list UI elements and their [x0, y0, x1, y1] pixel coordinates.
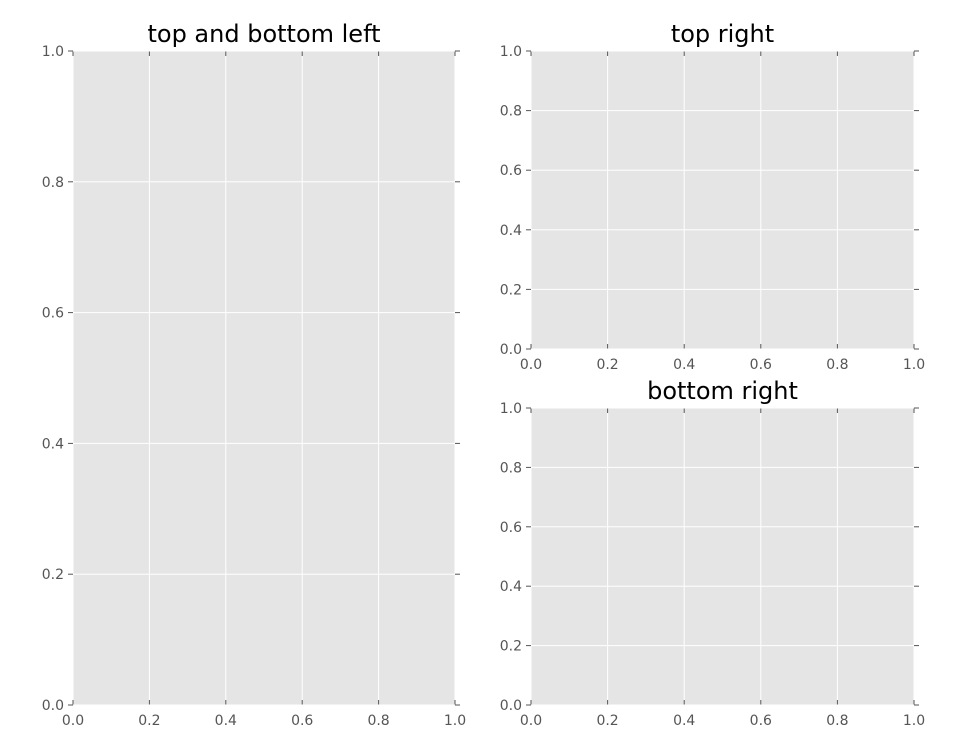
x-tick-label: 0.6 [750, 713, 772, 729]
panel-bottom-right: 0.0 0.2 0.4 0.6 0.8 1.0 0.0 0.2 0.4 0.6 0.8 1.0 bott… [500, 377, 925, 729]
y-tick-label: 1.0 [500, 401, 522, 417]
panel-title: bottom right [647, 377, 798, 405]
x-tick-label: 0.6 [291, 713, 313, 729]
y-tick-label: 0.6 [500, 520, 522, 536]
x-tick-label: 0.8 [826, 357, 848, 373]
x-tick-label: 0.8 [367, 713, 389, 729]
x-tick-label: 0.6 [750, 357, 772, 373]
y-tick-label: 0.8 [42, 175, 64, 191]
y-tick-label: 0.2 [42, 567, 64, 583]
y-tick-label: 0.6 [500, 163, 522, 179]
y-tick-label: 0.0 [42, 698, 64, 714]
y-tick-label: 0.8 [500, 460, 522, 476]
y-tick-label: 0.2 [500, 639, 522, 655]
x-tick-label: 0.4 [673, 357, 695, 373]
y-tick-label: 0.8 [500, 104, 522, 120]
y-tick-label: 1.0 [42, 44, 64, 60]
x-tick-label: 1.0 [903, 713, 925, 729]
panel-title: top and bottom left [147, 20, 380, 48]
y-tick-label: 0.2 [500, 282, 522, 298]
x-tick-label: 0.4 [215, 713, 237, 729]
x-tick-label: 0.0 [62, 713, 84, 729]
panel-top-right: 0.0 0.2 0.4 0.6 0.8 1.0 0.0 0.2 0.4 0.6 0.8 1.0 top … [500, 20, 925, 373]
y-tick-label: 0.0 [500, 342, 522, 358]
x-tick-label: 0.0 [520, 357, 542, 373]
y-tick-label: 0.4 [500, 579, 522, 595]
y-tick-label: 0.4 [500, 223, 522, 239]
y-tick-label: 1.0 [500, 44, 522, 60]
x-tick-label: 0.2 [596, 357, 618, 373]
x-tick-label: 0.0 [520, 713, 542, 729]
x-tick-label: 1.0 [903, 357, 925, 373]
x-tick-label: 0.2 [138, 713, 160, 729]
x-tick-label: 0.8 [826, 713, 848, 729]
panel-title: top right [671, 20, 774, 48]
x-tick-label: 0.2 [596, 713, 618, 729]
plot-area [73, 51, 455, 705]
x-tick-label: 1.0 [444, 713, 466, 729]
y-tick-label: 0.6 [42, 306, 64, 322]
plot-area [531, 51, 914, 349]
y-tick-label: 0.4 [42, 436, 64, 452]
plot-area [531, 408, 914, 705]
y-tick-label: 0.0 [500, 698, 522, 714]
panel-top-and-bottom-left: 0.0 0.2 0.4 0.6 0.8 1.0 0.0 0.2 0.4 0.6 0.8 1.0 top … [42, 20, 466, 729]
x-tick-label: 0.4 [673, 713, 695, 729]
